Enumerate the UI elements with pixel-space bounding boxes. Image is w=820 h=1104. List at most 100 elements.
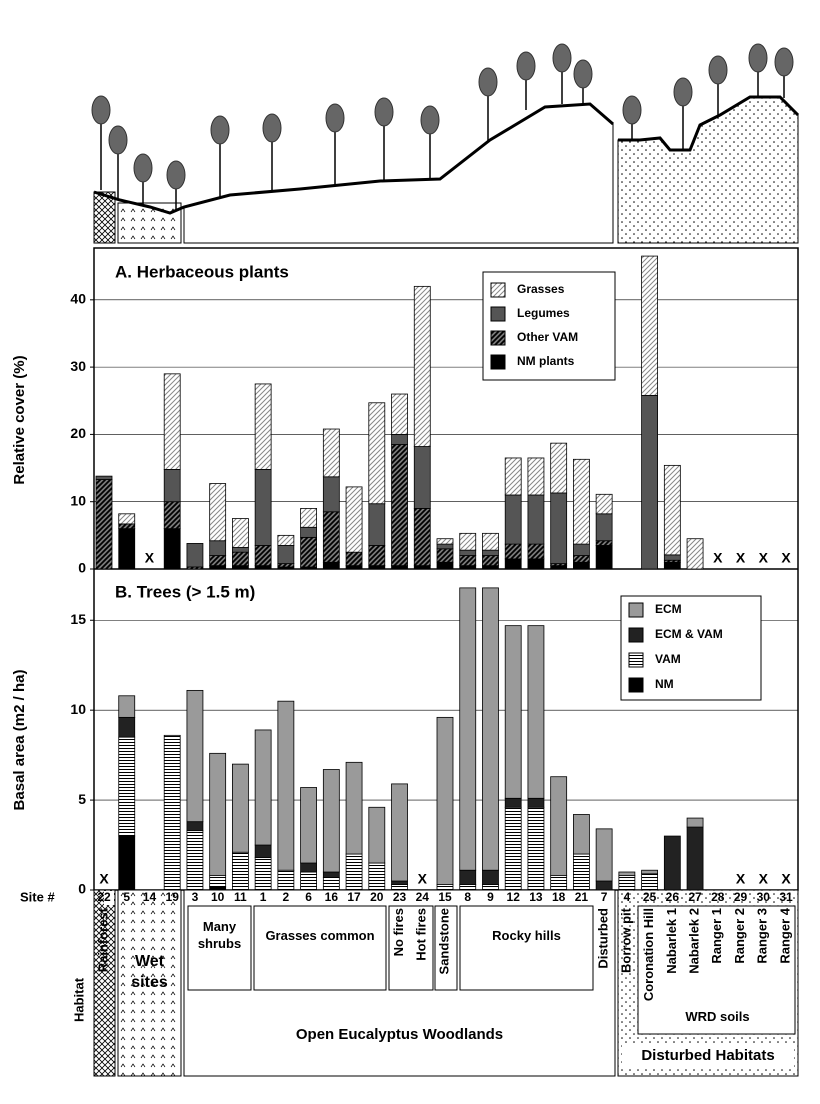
tree-crown: [133, 153, 153, 183]
y-axis-title: Basal area (m2 / ha): [11, 670, 28, 811]
bar-segment: [118, 695, 136, 718]
habitat-label: WRD soils: [685, 1008, 750, 1024]
bar-segment: [95, 475, 113, 480]
bar-segment: [663, 561, 681, 570]
bar-segment: [300, 526, 318, 538]
bar-segment: [550, 442, 568, 494]
habitat-label: Borrow pit: [618, 907, 633, 973]
y-tick-label: 15: [70, 611, 86, 627]
bar-segment: [254, 383, 272, 470]
habitat-label: Sandstone: [436, 908, 451, 974]
bar-segment: [368, 862, 386, 891]
no-data-marker: X: [145, 550, 155, 566]
legend-label: VAM: [655, 652, 681, 666]
habitat-label: No fires: [391, 908, 406, 956]
bar-segment: [231, 763, 249, 853]
bar-segment: [459, 549, 477, 556]
bar-segment: [322, 476, 340, 513]
habitat-label: Wet sites: [131, 953, 168, 991]
bar-segment: [436, 548, 454, 563]
tree-crown: [374, 97, 394, 127]
legend-swatch: [628, 652, 644, 668]
bar-segment: [641, 869, 658, 875]
bar-segment: [595, 880, 613, 891]
bar-segment: [482, 555, 499, 567]
legend-label: Legumes: [517, 306, 570, 320]
bar-segment: [322, 877, 340, 891]
bar-segment: [459, 869, 477, 886]
site-label: 4: [624, 890, 631, 904]
site-label: 13: [529, 890, 543, 904]
site-axis-label: Site #: [20, 889, 55, 904]
bar-segment: [550, 565, 568, 570]
bar-segment: [118, 835, 136, 891]
bar-segment: [163, 528, 181, 570]
bar-segment: [209, 752, 227, 877]
legend-swatch: [490, 330, 506, 346]
bar-segment: [368, 545, 386, 567]
site-label: 27: [688, 890, 702, 904]
site-label: 23: [393, 890, 407, 904]
bar-segment: [686, 817, 704, 828]
site-label: 8: [464, 890, 471, 904]
tree-crown: [325, 103, 345, 133]
site-label: 5: [123, 890, 130, 904]
habitat-label: Disturbed Habitats: [641, 1047, 775, 1065]
bar-segment: [573, 561, 590, 570]
landscape: [91, 43, 800, 244]
bar-segment: [436, 538, 454, 545]
site-label: 12: [507, 890, 521, 904]
bar-segment: [391, 393, 408, 435]
bar-segment: [254, 857, 272, 891]
bar-segment: [550, 875, 568, 891]
site-label: 26: [666, 890, 680, 904]
no-data-marker: X: [713, 550, 723, 566]
bar-segment: [277, 700, 295, 871]
y-axis-title: Relative cover (%): [11, 355, 28, 484]
site-label: 17: [347, 890, 361, 904]
tree-crown: [748, 43, 768, 73]
no-data-marker: X: [418, 871, 428, 887]
chart-title: B. Trees (> 1.5 m): [115, 582, 255, 601]
bar-segment: [231, 518, 249, 548]
legend-swatch: [490, 306, 506, 322]
bar-segment: [686, 826, 704, 891]
bar-segment: [550, 492, 568, 565]
tree-crown: [262, 113, 282, 143]
bar-segment: [163, 501, 181, 530]
bar-segment: [595, 545, 613, 570]
tree-crown: [420, 105, 440, 135]
bar-segment: [322, 769, 340, 873]
y-tick-label: 20: [70, 425, 86, 441]
bar-segment: [300, 871, 318, 891]
bar-segment: [527, 797, 545, 808]
y-tick-label: 40: [70, 291, 86, 307]
bar-segment: [459, 555, 477, 567]
y-tick-label: 0: [78, 881, 86, 897]
habitat-label: Open Eucalyptus Woodlands: [295, 1026, 504, 1044]
habitat-axis-label: Habitat: [71, 977, 86, 1022]
bar-segment: [527, 558, 545, 570]
site-label: 19: [166, 890, 180, 904]
tree-crown: [166, 160, 186, 190]
legend-swatch: [490, 282, 506, 298]
bar-segment: [527, 625, 545, 799]
legend-label: ECM & VAM: [655, 627, 723, 641]
bar-segment: [300, 862, 318, 873]
no-data-marker: X: [781, 871, 791, 887]
bar-segment: [277, 869, 295, 891]
no-data-marker: X: [759, 871, 769, 887]
bar-segment: [618, 871, 636, 877]
bar-segment: [391, 565, 408, 570]
bar-segment: [345, 551, 363, 567]
tree-crown: [552, 43, 572, 73]
site-label: 6: [305, 890, 312, 904]
bar-segment: [163, 734, 181, 891]
bar-segment: [391, 783, 408, 882]
legend-label: Other VAM: [517, 330, 578, 344]
bar-segment: [482, 565, 499, 570]
bar-segment: [641, 394, 658, 570]
bar-segment: [550, 776, 568, 877]
y-tick-label: 5: [78, 791, 86, 807]
